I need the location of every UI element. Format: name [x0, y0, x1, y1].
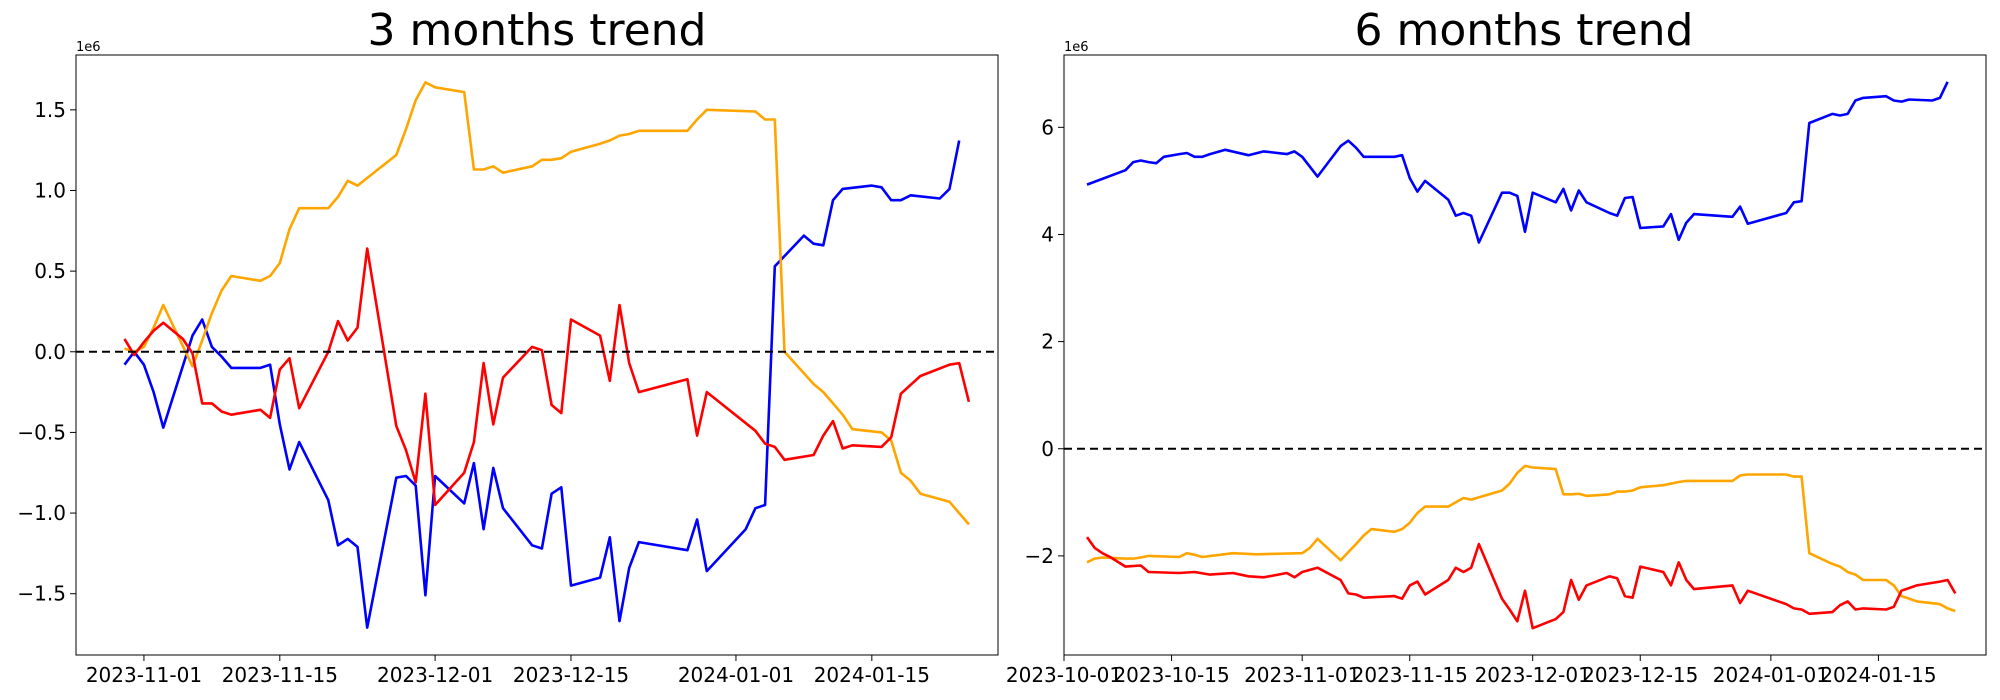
- y-tick-label: 1.0: [34, 178, 66, 202]
- axes-frame: [75, 54, 999, 656]
- y-tick-label: 2: [1041, 330, 1054, 354]
- y-tick-label: −1.5: [17, 582, 66, 606]
- x-tick-label: 2023-12-01: [377, 663, 493, 687]
- y-tick-label: 4: [1041, 222, 1054, 246]
- x-tick-label: 2023-11-15: [1352, 663, 1468, 687]
- y-tick-label: 1.5: [34, 98, 66, 122]
- series-line-blue: [123, 140, 961, 629]
- series-line-blue: [1086, 81, 1949, 244]
- chart-title: 6 months trend: [1355, 5, 1694, 56]
- x-tick-label: 2023-12-01: [1475, 663, 1591, 687]
- series-line-red: [123, 247, 971, 507]
- x-tick-label: 2023-12-15: [513, 663, 629, 687]
- x-tick-label: 2023-10-01: [1006, 663, 1122, 687]
- y-tick-label: 0.0: [34, 340, 66, 364]
- x-tick-label: 2023-12-15: [1582, 663, 1698, 687]
- series-line-orange: [124, 81, 970, 526]
- y-axis-offset-label: 1e6: [1064, 40, 1089, 55]
- x-tick-label: 2024-01-01: [678, 663, 794, 687]
- x-tick-label: 2023-11-01: [86, 663, 202, 687]
- x-tick-label: 2024-01-15: [814, 663, 930, 687]
- y-tick-label: −1.0: [17, 501, 66, 525]
- y-tick-label: 0: [1041, 437, 1054, 461]
- chart-title: 3 months trend: [368, 5, 707, 56]
- axes-frame: [1063, 54, 1987, 656]
- x-tick-label: 2024-01-01: [1713, 663, 1829, 687]
- series-line-red: [1085, 536, 1957, 630]
- y-tick-label: −0.5: [17, 420, 66, 444]
- x-tick-label: 2023-10-15: [1113, 663, 1229, 687]
- y-tick-label: 6: [1041, 115, 1054, 139]
- series-line-orange: [1086, 464, 1956, 613]
- y-tick-label: −2: [1025, 544, 1054, 568]
- plot-area: 2023-11-01 2023-11-15 2023-12-01 2023-12-15…: [17, 81, 998, 687]
- x-tick-label: 2023-11-15: [222, 663, 338, 687]
- x-tick-label: 2024-01-15: [1820, 663, 1936, 687]
- chart-panel-3-months: 3 months trend 1e6 2023-11-01 2023-11-15 2…: [17, 5, 999, 687]
- x-tick-label: 2023-11-01: [1244, 663, 1360, 687]
- y-axis-offset-label: 1e6: [76, 40, 101, 55]
- y-tick-label: 0.5: [34, 259, 66, 283]
